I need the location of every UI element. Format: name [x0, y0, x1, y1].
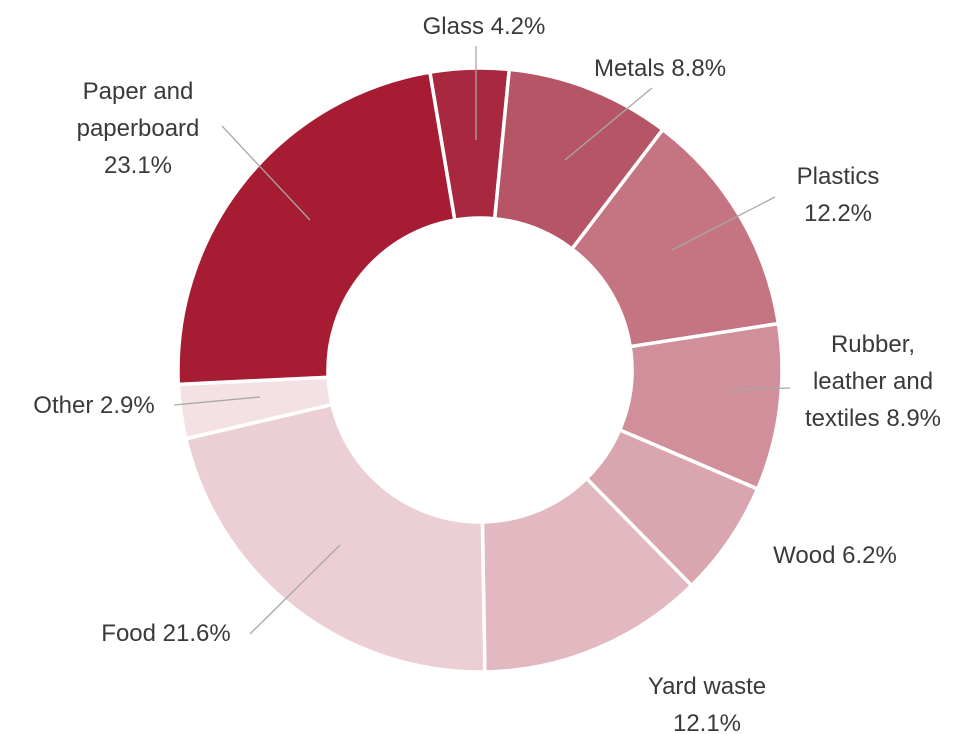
leader-line-plastics	[671, 196, 776, 251]
label-paper-and-paperboard: Paper and paperboard 23.1%	[77, 78, 200, 179]
slice-paper-and-paperboard	[176, 70, 457, 387]
slice-food	[183, 402, 487, 674]
label-metals: Metals 8.8%	[594, 55, 726, 82]
label-other: Other 2.9%	[33, 392, 154, 419]
label-wood: Wood 6.2%	[773, 542, 897, 569]
leader-line-rubber-leather-and-textiles	[729, 387, 791, 391]
label-food: Food 21.6%	[101, 620, 230, 647]
slices	[176, 66, 784, 674]
leader-line-metals	[564, 87, 653, 161]
leader-line-paper-and-paperboard	[221, 125, 311, 221]
label-glass: Glass 4.2%	[423, 13, 546, 40]
label-plastics: Plastics 12.2%	[797, 163, 880, 227]
leader-line-other	[173, 396, 261, 406]
label-rubber-leather-and-textiles: Rubber, leather and textiles 8.9%	[805, 331, 941, 432]
slice-labels: Glass 4.2% Metals 8.8% Plastics 12.2% Rubber…	[33, 13, 941, 734]
label-yard-waste: Yard waste 12.1%	[648, 673, 766, 734]
leader-lines	[173, 46, 791, 635]
leader-line-food	[249, 544, 341, 635]
